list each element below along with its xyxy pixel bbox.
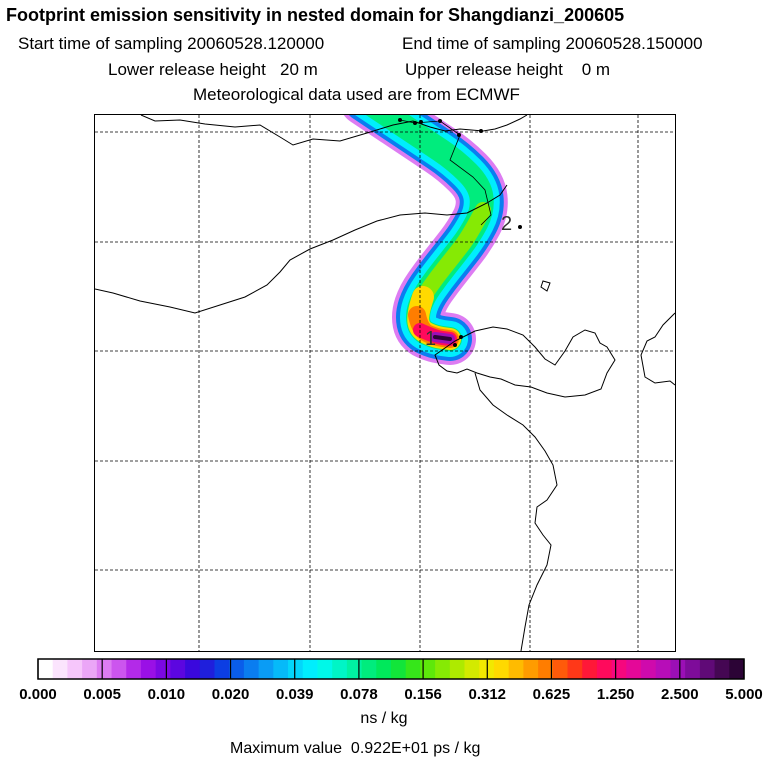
colorbar-tick-label: 0.010 [148,686,186,703]
colorbar-cell [626,659,642,679]
colorbar-tick-label: 0.078 [340,686,378,703]
coastline-peninsula [434,326,616,398]
coastline-north [140,115,528,146]
colorbar-cell [405,659,421,679]
colorbar-cell [82,659,98,679]
colorbar-units: ns / kg [360,710,408,727]
coastline-korea [640,312,675,386]
colorbar-cell [229,659,245,679]
coastline-islet [540,280,551,292]
colorbar-cell [170,659,186,679]
colorbar-cell [140,659,157,679]
trajectory-line [399,119,492,226]
map-canvas: 12 [95,115,675,651]
colorbar-cell [538,659,554,679]
colorbar-cell [670,659,686,679]
coastline-south [474,372,558,651]
upper-release-height-text: Upper release height 0 m [405,60,611,79]
colorbar-cell [567,659,583,679]
colorbar: 0.000 0.005 0.010 0.020 0.039 0.078 0.156 0.312… [19,658,763,703]
trajectory-point [459,335,463,339]
trajectory-markers: 12 [398,118,522,350]
plume-band [433,335,452,341]
colorbar-cell [52,659,68,679]
colorbar-cell [111,659,127,679]
colorbar-tick-label: 2.500 [661,686,699,703]
colorbar-cell [126,659,142,679]
colorbar-cell [493,659,510,679]
end-time-text: End time of sampling 20060528.150000 [402,34,703,53]
colorbar-cell [376,659,392,679]
trajectory-label: 1 [425,328,436,350]
colorbar-cell [214,659,230,679]
coastlines [95,115,675,651]
colorbar-cell [435,659,451,679]
colorbar-ticks: 0.000 0.005 0.010 0.020 0.039 0.078 0.156 0.312… [19,658,763,703]
trajectory-point [453,343,457,347]
colorbar-cell [288,659,304,679]
colorbar-tick-label: 1.250 [597,686,635,703]
colorbar-cell [552,659,568,679]
colorbar-cell [655,659,671,679]
colorbar-cell [729,659,745,679]
colorbar-cell [199,659,215,679]
colorbar-tick-label: 0.625 [533,686,571,703]
grid-lines [95,115,675,651]
trajectory-point [419,120,423,124]
chart-title: Footprint emission sensitivity in nested… [6,5,625,25]
colorbar-cell [302,659,318,679]
colorbar-cell [714,659,730,679]
colorbar-cell [508,659,524,679]
trajectory-point [518,225,522,229]
max-value-text: Maximum value 0.922E+01 ps / kg [230,740,481,757]
trajectory-point [457,133,461,137]
colorbar-cell [420,659,436,679]
coastline-bay [95,184,508,314]
colorbar-cell [641,659,657,679]
colorbar-cell [258,659,274,679]
plume-layer [344,115,508,365]
colorbar-cell [317,659,333,679]
colorbar-tick-label: 0.039 [276,686,314,703]
colorbar-cell [185,659,201,679]
colorbar-cell [685,659,701,679]
colorbar-tick-label: 0.005 [83,686,121,703]
colorbar-cell [346,659,362,679]
colorbar-cell [155,659,171,679]
trajectory-point [438,119,442,123]
met-data-text: Meteorological data used are from ECMWF [193,85,520,104]
colorbar-cell [332,659,348,679]
start-time-text: Start time of sampling 20060528.120000 [18,34,325,53]
colorbar-cell [699,659,715,679]
colorbar-cell [596,659,613,679]
colorbar-cell [243,659,260,679]
colorbar-cells [38,659,745,679]
lower-release-height-text: Lower release height 20 m [108,60,318,79]
colorbar-cell [273,659,289,679]
trajectory-point [479,129,483,133]
trajectory-point [413,121,417,125]
colorbar-tick-label: 0.020 [212,686,250,703]
colorbar-cell [361,659,377,679]
colorbar-tick-label: 0.156 [404,686,442,703]
colorbar-cell [96,659,112,679]
colorbar-cell [523,659,539,679]
colorbar-cell [67,659,83,679]
colorbar-cell [464,659,480,679]
colorbar-tick-label: 0.312 [468,686,506,703]
colorbar-tick-label: 5.000 [725,686,763,703]
colorbar-cell [582,659,598,679]
colorbar-cell [611,659,627,679]
trajectory-label: 2 [501,213,512,235]
colorbar-tick-label: 0.000 [19,686,57,703]
trajectory-point [398,118,402,122]
colorbar-cell [449,659,465,679]
colorbar-cell [38,659,54,679]
colorbar-cell [391,659,407,679]
